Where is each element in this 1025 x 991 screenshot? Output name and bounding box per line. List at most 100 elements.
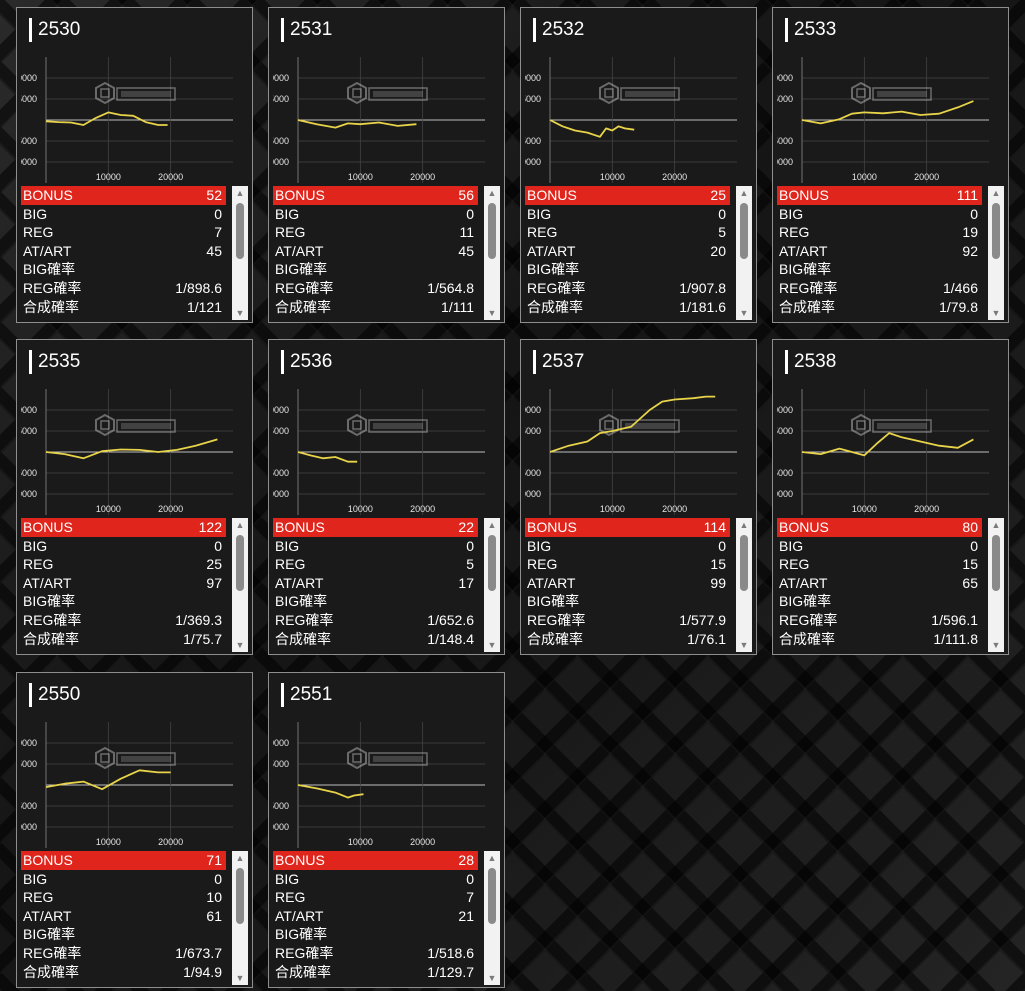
stat-label: REG確率: [527, 279, 586, 296]
stat-value: 80: [962, 519, 978, 535]
scroll-thumb[interactable]: [992, 203, 1000, 259]
scroll-down-icon[interactable]: ▼: [235, 308, 245, 318]
stat-label: AT/ART: [527, 574, 576, 591]
stat-value: 1/652.6: [427, 611, 474, 628]
stat-value: 0: [214, 537, 222, 554]
stat-value: 56: [458, 187, 474, 203]
x-tick-label: 20000: [914, 504, 939, 514]
stat-row: BIG確率: [777, 592, 982, 611]
stat-row: AT/ART 45: [273, 242, 478, 261]
scrollbar[interactable]: ▲ ▼: [484, 518, 500, 652]
stat-row: REG確率 1/652.6: [273, 611, 478, 630]
stat-value: 20: [710, 242, 726, 259]
x-tick-label: 10000: [348, 837, 373, 847]
scrollbar[interactable]: ▲ ▼: [484, 851, 500, 985]
bonus-row: BONUS 28: [273, 851, 478, 870]
scroll-thumb[interactable]: [488, 535, 496, 591]
stat-value: 1/673.7: [175, 944, 222, 961]
scroll-up-icon[interactable]: ▲: [487, 188, 497, 198]
scroll-up-icon[interactable]: ▲: [739, 520, 749, 530]
scroll-up-icon[interactable]: ▲: [991, 188, 1001, 198]
scroll-down-icon[interactable]: ▼: [991, 640, 1001, 650]
scroll-thumb[interactable]: [236, 868, 244, 924]
scroll-up-icon[interactable]: ▲: [991, 520, 1001, 530]
stat-label: BIG: [779, 205, 804, 222]
bonus-row: BONUS 114: [525, 518, 730, 537]
stat-label: REG: [275, 889, 306, 906]
scrollbar[interactable]: ▲ ▼: [736, 518, 752, 652]
scroll-up-icon[interactable]: ▲: [235, 853, 245, 863]
stat-row: BIG 0: [777, 537, 982, 556]
stat-row: REG確率 1/907.8: [525, 279, 730, 298]
scrollbar[interactable]: ▲ ▼: [736, 186, 752, 320]
scroll-thumb[interactable]: [488, 868, 496, 924]
stat-label: REG: [527, 224, 558, 241]
scroll-thumb[interactable]: [740, 203, 748, 259]
x-tick-label: 10000: [96, 172, 121, 182]
x-tick-label: 10000: [96, 504, 121, 514]
stat-row: REG 25: [21, 555, 226, 574]
stat-row: AT/ART 20: [525, 242, 730, 261]
scroll-down-icon[interactable]: ▼: [235, 640, 245, 650]
scroll-thumb[interactable]: [236, 535, 244, 591]
scroll-up-icon[interactable]: ▲: [487, 520, 497, 530]
stat-label: REG確率: [275, 944, 334, 961]
stat-label: 合成確率: [779, 630, 835, 647]
scroll-down-icon[interactable]: ▼: [739, 640, 749, 650]
scroll-down-icon[interactable]: ▼: [739, 308, 749, 318]
stat-row: BIG 0: [21, 205, 226, 224]
stat-row: BIG 0: [21, 870, 226, 889]
scrollbar[interactable]: ▲ ▼: [232, 851, 248, 985]
stat-value: 15: [710, 556, 726, 573]
slump-line: [45, 438, 218, 460]
slump-line: [297, 784, 364, 799]
stat-label: BIG: [275, 537, 300, 554]
scrollbar[interactable]: ▲ ▼: [988, 518, 1004, 652]
stat-label: AT/ART: [779, 574, 828, 591]
scroll-up-icon[interactable]: ▲: [235, 188, 245, 198]
scroll-up-icon[interactable]: ▲: [235, 520, 245, 530]
scrollbar[interactable]: ▲ ▼: [988, 186, 1004, 320]
stat-row: 合成確率 1/111: [273, 298, 478, 317]
scroll-thumb[interactable]: [488, 203, 496, 259]
stat-value: 1/369.3: [175, 611, 222, 628]
scroll-down-icon[interactable]: ▼: [487, 308, 497, 318]
scroll-thumb[interactable]: [992, 535, 1000, 591]
scroll-thumb[interactable]: [740, 535, 748, 591]
stat-label: AT/ART: [23, 242, 72, 259]
scroll-down-icon[interactable]: ▼: [487, 973, 497, 983]
stat-row: 合成確率 1/181.6: [525, 298, 730, 317]
stat-value: 11: [459, 224, 474, 241]
stat-row: BIG確率: [21, 925, 226, 944]
scroll-up-icon[interactable]: ▲: [739, 188, 749, 198]
stats-table: BONUS 111 BIG 0 REG 19 AT/ART 92 BIG確率 REG確率 1/466…: [777, 186, 1004, 320]
scrollbar[interactable]: ▲ ▼: [232, 186, 248, 320]
scroll-down-icon[interactable]: ▼: [991, 308, 1001, 318]
stat-label: AT/ART: [275, 242, 324, 259]
stat-row: BIG確率: [525, 592, 730, 611]
scroll-down-icon[interactable]: ▼: [235, 973, 245, 983]
scrollbar[interactable]: ▲ ▼: [232, 518, 248, 652]
scrollbar[interactable]: ▲ ▼: [484, 186, 500, 320]
x-tick-label: 10000: [600, 504, 625, 514]
stat-row: BIG 0: [273, 870, 478, 889]
scroll-thumb[interactable]: [236, 203, 244, 259]
scroll-up-icon[interactable]: ▲: [487, 853, 497, 863]
scroll-down-icon[interactable]: ▼: [487, 640, 497, 650]
